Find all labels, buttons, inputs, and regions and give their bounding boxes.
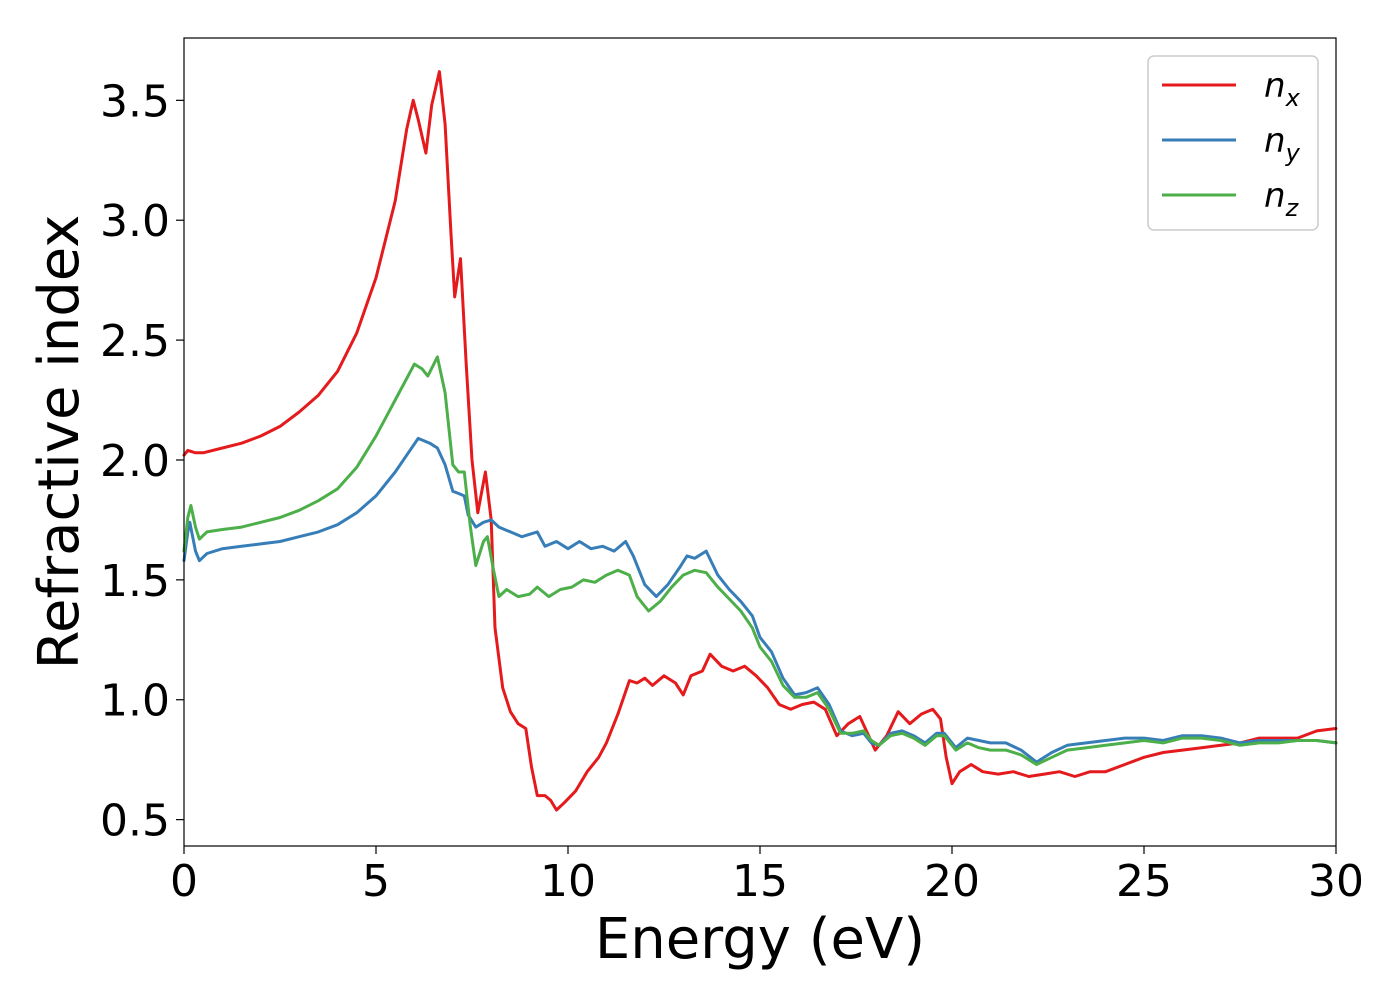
x-tick-label: 5 (362, 856, 390, 907)
y-tick-label: 3.0 (100, 196, 170, 247)
legend-subscript: x (1285, 84, 1301, 112)
y-tick-label: 0.5 (100, 796, 170, 847)
y-tick-label: 2.5 (100, 316, 170, 367)
series-line-nx (182, 70, 1338, 812)
y-tick-label: 1.5 (100, 556, 170, 607)
y-tick-label: 2.0 (100, 436, 170, 487)
x-tick-label: 20 (924, 856, 980, 907)
x-tick-label: 10 (540, 856, 596, 907)
legend-subscript: y (1285, 139, 1301, 167)
x-tick-label: 25 (1116, 856, 1172, 907)
y-axis: 0.5 1.0 1.5 2.0 2.5 3.0 3.5 (100, 76, 184, 847)
series-layer (182, 70, 1338, 812)
y-tick-label: 3.5 (100, 76, 170, 127)
y-axis-title: Refractive index (27, 215, 92, 670)
legend-box (1147, 55, 1319, 231)
x-tick-label: 15 (732, 856, 788, 907)
series-line-ny (182, 436, 1338, 764)
legend-subscript: z (1285, 194, 1300, 222)
series-line-nz (182, 355, 1338, 766)
y-tick-label: 1.0 (100, 676, 170, 727)
x-axis-title: Energy (eV) (595, 907, 925, 972)
x-tick-label: 0 (170, 856, 198, 907)
plot-area (184, 38, 1336, 846)
x-axis: 0 5 10 15 20 25 30 (170, 846, 1364, 907)
x-tick-label: 30 (1308, 856, 1364, 907)
